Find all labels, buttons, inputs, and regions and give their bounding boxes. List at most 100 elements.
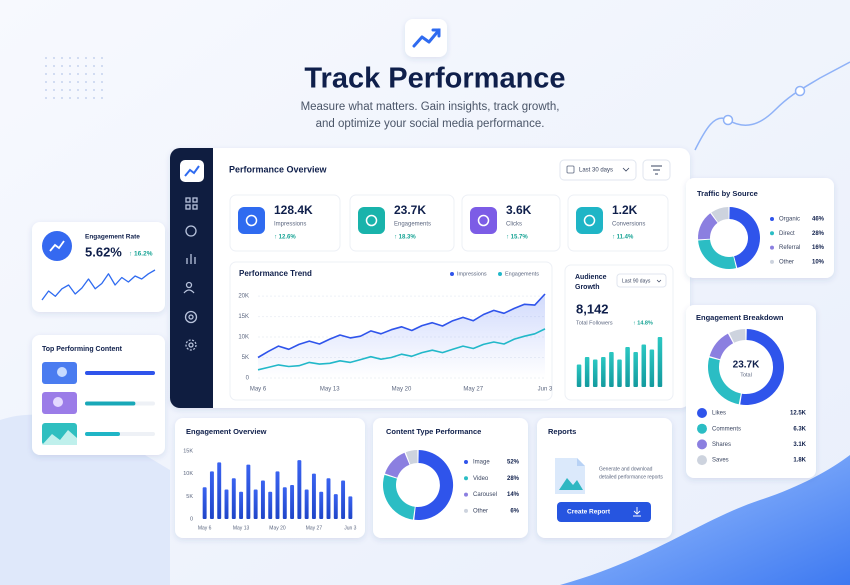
legend-value: 10% <box>812 259 825 265</box>
x-tick-label: May 13 <box>320 387 340 393</box>
bar <box>304 489 309 519</box>
decor-dot <box>93 57 95 59</box>
legend-value: 46% <box>812 217 825 223</box>
decor-dot <box>61 73 63 75</box>
decor-dot <box>85 57 87 59</box>
report-description: detailed performance reports <box>599 474 663 480</box>
date-filter[interactable] <box>559 159 637 181</box>
card-title: Top Performing Content <box>42 346 123 353</box>
sidebar-icon[interactable] <box>185 204 191 210</box>
legend-label: Shares <box>712 442 731 448</box>
change: ↑ 14.8% <box>633 320 653 326</box>
decor-dot <box>93 73 95 75</box>
card-title: Reports <box>548 427 576 436</box>
decor-dot <box>101 81 103 83</box>
x-tick-label: May 27 <box>306 525 323 531</box>
progress-bar <box>85 371 155 375</box>
sidebar-icons[interactable] <box>183 197 198 351</box>
bar <box>311 473 316 519</box>
legend-dot <box>697 408 707 418</box>
date-filter-label: Last 30 days <box>579 168 613 174</box>
legend-dot <box>697 455 707 466</box>
create-report-button[interactable] <box>557 502 651 522</box>
decor-dot <box>53 97 55 99</box>
kpi-label: Engagements <box>394 222 431 228</box>
decor-dot <box>85 81 87 83</box>
chevron <box>622 167 630 172</box>
sidebar-icon[interactable] <box>185 225 197 237</box>
kpi-icon-glyph <box>583 214 596 227</box>
sidebar-icon[interactable] <box>185 339 197 351</box>
logo-badge <box>405 19 447 57</box>
kpi-icon <box>238 207 265 234</box>
card-title: Engagement Rate <box>85 234 140 241</box>
decor-wave <box>0 414 170 585</box>
decor-dot <box>77 57 79 59</box>
kpi-value: 3.6K <box>506 203 532 217</box>
decor-dot <box>77 97 79 99</box>
sidebar-icon[interactable] <box>186 254 196 264</box>
card-title: Audience <box>575 274 607 281</box>
sidebar-icon[interactable] <box>188 314 194 320</box>
donut-segment <box>740 329 785 406</box>
kpi-label: Clicks <box>506 222 522 228</box>
legend-dot <box>464 492 468 497</box>
decor-dot <box>77 81 79 83</box>
decor-dot <box>69 97 71 99</box>
rate-value: 5.62% <box>85 244 122 259</box>
kpi-icon <box>470 207 497 234</box>
kpi-label: Impressions <box>274 222 306 228</box>
sidebar-icon[interactable] <box>192 204 198 210</box>
sidebar-icon[interactable] <box>188 342 194 348</box>
decor-dot <box>69 89 71 91</box>
kpi-change: ↑ 18.3% <box>394 235 416 241</box>
kpi-value: 1.2K <box>612 203 638 217</box>
legend-value: 12.5K <box>790 411 807 417</box>
download-icon <box>633 507 641 517</box>
logo-icon <box>412 28 441 48</box>
decor-dot <box>53 65 55 67</box>
decor-dot <box>53 57 55 59</box>
logo-icon <box>431 28 441 38</box>
kpi-label: Conversions <box>612 222 645 228</box>
thumbnail-glyph <box>42 430 77 445</box>
decor-dot <box>101 89 103 91</box>
legend-value: 16% <box>812 245 825 251</box>
x-tick-label: May 27 <box>463 387 483 393</box>
bar <box>641 344 647 387</box>
legend-value: 52% <box>507 460 520 466</box>
legend-value: 28% <box>812 231 825 237</box>
x-tick-label: May 13 <box>233 525 250 531</box>
date-filter[interactable] <box>616 273 667 288</box>
page-title: Track Performance <box>304 63 565 95</box>
kpi-icon <box>358 207 385 234</box>
change: ↑ 16.2% <box>129 251 153 258</box>
bar <box>592 359 598 387</box>
decor-dot <box>53 89 55 91</box>
y-tick-label: 0 <box>190 516 193 522</box>
chevron <box>656 279 662 283</box>
card-title: Engagement Breakdown <box>696 313 784 322</box>
kpi-value: 23.7K <box>394 203 426 217</box>
decor-dot <box>85 89 87 91</box>
sidebar-icon[interactable] <box>192 197 198 203</box>
decor-dot <box>85 73 87 75</box>
sidebar-icon[interactable] <box>185 281 193 289</box>
sidebar <box>170 148 213 408</box>
donut-segment <box>711 207 729 223</box>
decor-dot <box>93 89 95 91</box>
legend-dot <box>697 423 707 434</box>
subtitle: Measure what matters. Gain insights, tra… <box>301 101 560 113</box>
decor-dot <box>101 65 103 67</box>
area <box>258 294 545 378</box>
sidebar-icon[interactable] <box>184 310 198 324</box>
bar <box>348 496 353 519</box>
sidebar-icon[interactable] <box>183 289 195 294</box>
sidebar-icon[interactable] <box>185 197 191 203</box>
bar <box>649 349 655 387</box>
decor-dot <box>794 85 806 97</box>
bar <box>282 487 287 519</box>
report-icon <box>577 458 585 466</box>
x-tick-label: May 6 <box>250 387 267 393</box>
